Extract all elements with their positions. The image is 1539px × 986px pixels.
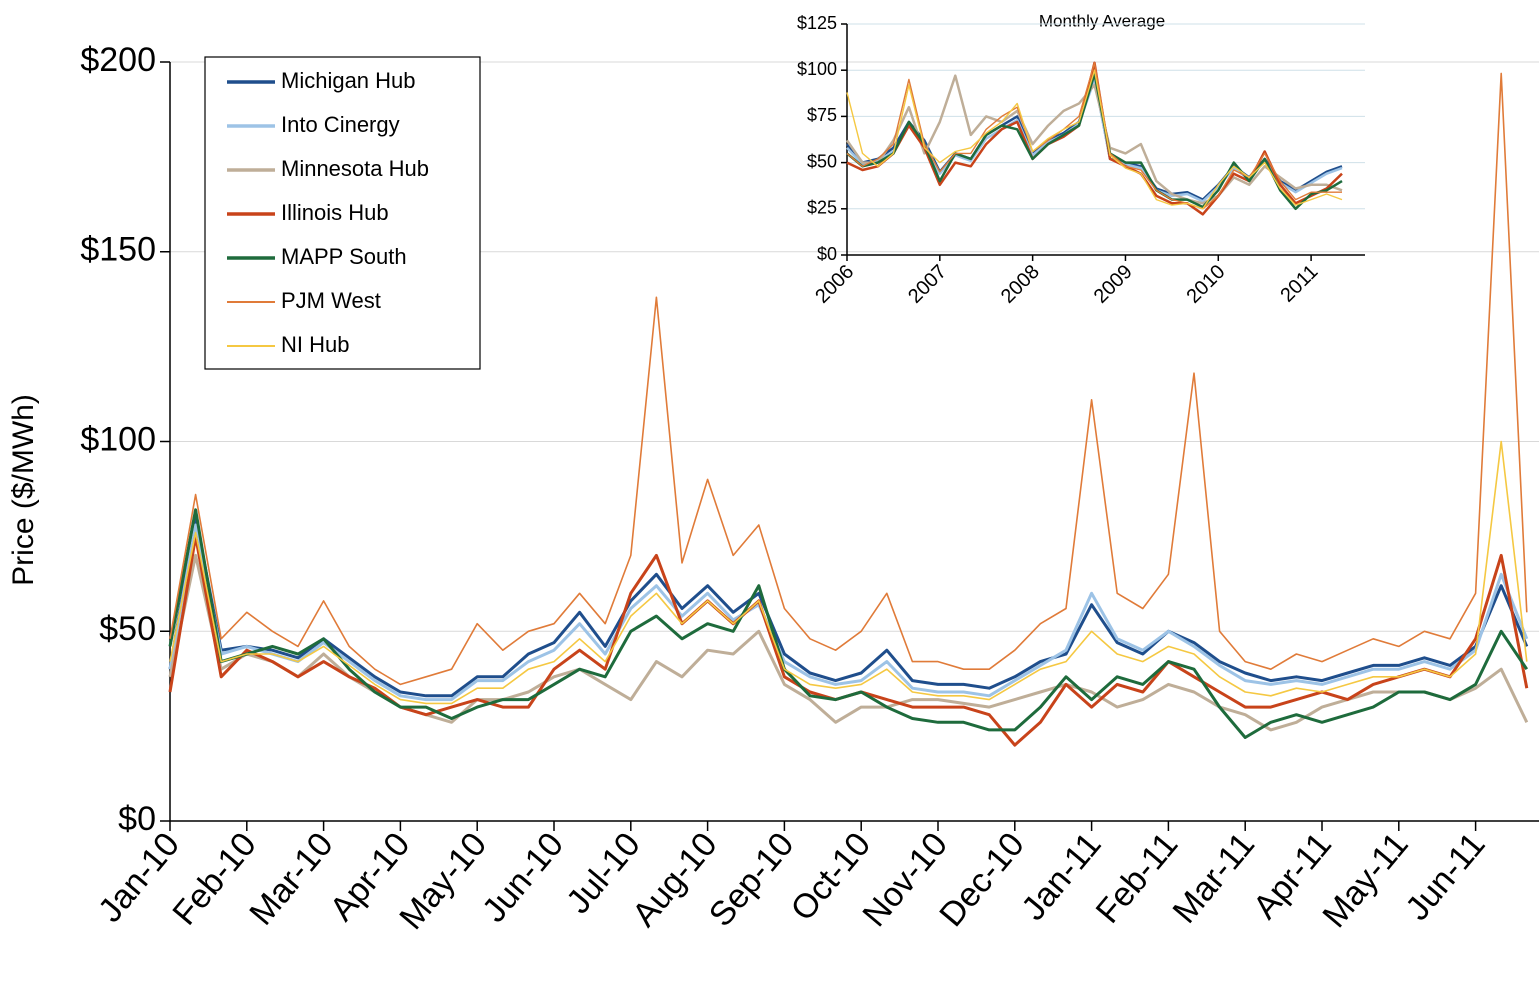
legend-label: Illinois Hub: [281, 200, 389, 225]
x-tick-label: Feb-11: [1089, 825, 1186, 930]
y-tick-label: $150: [80, 231, 156, 269]
x-tick-label: Mar-10: [242, 825, 340, 932]
inset-title: Monthly Average: [1039, 11, 1165, 30]
series-line: [169, 72, 1528, 686]
y-axis-label: Price ($/MWh): [7, 394, 40, 586]
series-line: [846, 72, 1343, 211]
y-tick-label: $25: [807, 198, 837, 218]
series-line: [169, 440, 1528, 705]
series-line: [168, 515, 1529, 698]
y-tick-label: $0: [817, 244, 837, 264]
x-tick-label: Nov-10: [855, 825, 955, 933]
legend: Michigan Hub Into Cinergy Minnesota Hub Ill…: [204, 56, 481, 370]
x-tick-label: Jun-11: [1398, 825, 1492, 927]
x-tick-label: Jan-11: [1014, 825, 1108, 927]
series-line: [846, 69, 1343, 210]
legend-label: Michigan Hub: [281, 68, 416, 93]
series-line: [168, 553, 1529, 732]
legend-label: MAPP South: [281, 244, 407, 269]
y-tick-label: $100: [797, 59, 837, 79]
y-tick-label: $125: [797, 13, 837, 33]
y-tick-label: $75: [807, 105, 837, 125]
x-tick-label: Feb-10: [165, 825, 263, 932]
x-tick-label: Mar-11: [1165, 825, 1262, 930]
x-tick-label: Aug-10: [625, 825, 725, 933]
legend-label: NI Hub: [281, 332, 349, 357]
y-tick-label: $0: [118, 800, 156, 838]
series-line: [168, 523, 1529, 702]
x-tick-label: 2007: [904, 261, 951, 308]
x-tick-label: 2006: [811, 261, 858, 308]
x-tick-label: May-11: [1315, 825, 1415, 934]
x-tick-label: 2010: [1183, 261, 1230, 308]
y-tick-label: $200: [80, 41, 156, 79]
legend-label: Into Cinergy: [281, 112, 400, 137]
x-tick-label: 2009: [1090, 261, 1137, 308]
series-line: [168, 508, 1529, 739]
y-tick-label: $50: [99, 610, 156, 648]
x-tick-label: 2011: [1276, 261, 1322, 307]
series-line: [845, 74, 1343, 205]
y-tick-label: $100: [80, 420, 156, 458]
x-tick-label: Sep-10: [702, 825, 802, 933]
x-tick-label: Jun-10: [475, 825, 571, 929]
legend-label: Minnesota Hub: [281, 156, 429, 181]
legend-label: PJM West: [281, 288, 381, 313]
x-tick-label: 2008: [997, 261, 1044, 308]
y-tick-label: $50: [807, 151, 837, 171]
x-tick-label: Dec-10: [932, 825, 1032, 933]
